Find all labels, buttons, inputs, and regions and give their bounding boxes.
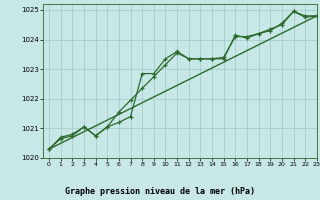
Text: Graphe pression niveau de la mer (hPa): Graphe pression niveau de la mer (hPa) xyxy=(65,187,255,196)
